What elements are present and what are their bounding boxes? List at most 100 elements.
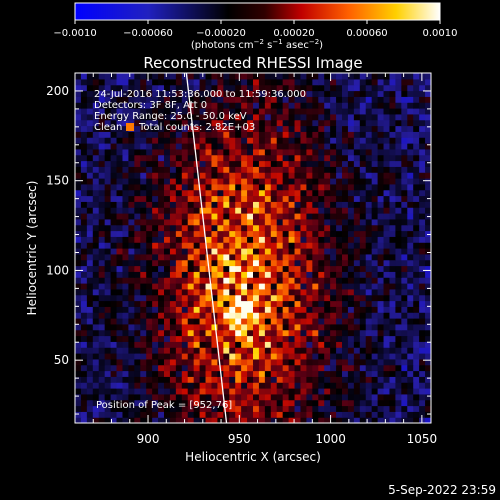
heatmap-cell (235, 230, 242, 237)
heatmap-cell (342, 166, 349, 173)
heatmap-cell (365, 271, 373, 278)
heatmap-cell (401, 113, 408, 121)
heatmap-cell (235, 189, 242, 197)
heatmap-cell (288, 195, 296, 202)
heatmap-cell (324, 119, 331, 127)
heatmap-cell (288, 405, 296, 412)
heatmap-cell (312, 288, 319, 296)
heatmap-cell (229, 306, 236, 313)
heatmap-cell (175, 353, 183, 360)
heatmap-cell (389, 271, 396, 278)
heatmap-cell (342, 376, 349, 383)
heatmap-cell (413, 271, 420, 278)
heatmap-cell (407, 417, 414, 423)
heatmap-cell (122, 143, 129, 150)
heatmap-cell (86, 108, 94, 115)
heatmap-cell (187, 288, 195, 296)
heatmap-cell (401, 143, 408, 150)
heatmap-cell (258, 318, 266, 325)
heatmap-cell (395, 218, 402, 226)
heatmap-cell (80, 213, 88, 220)
heatmap-cell (324, 90, 331, 97)
heatmap-cell (217, 288, 224, 296)
heatmap-cell (205, 411, 213, 418)
heatmap-cell (241, 370, 248, 377)
heatmap-cell (306, 143, 313, 150)
heatmap-cell (359, 376, 367, 383)
heatmap-cell (300, 283, 307, 290)
heatmap-cell (193, 323, 201, 331)
heatmap-cell (217, 160, 224, 167)
heatmap-cell (110, 102, 118, 109)
heatmap-cell (80, 253, 88, 261)
heatmap-cell (86, 230, 94, 237)
heatmap-cell (359, 277, 367, 284)
heatmap-cell (146, 411, 153, 418)
heatmap-cell (425, 236, 431, 243)
heatmap-cell (128, 271, 135, 278)
heatmap-cell (152, 78, 159, 86)
heatmap-cell (288, 172, 296, 179)
heatmap-cell (365, 201, 373, 208)
heatmap-cell (205, 236, 213, 243)
heatmap-cell (229, 201, 236, 208)
heatmap-cell (193, 405, 201, 412)
heatmap-cell (247, 213, 254, 220)
heatmap-cell (92, 108, 100, 115)
heatmap-cell (175, 364, 183, 372)
heatmap-cell (75, 230, 82, 237)
heatmap-cell (128, 73, 135, 80)
heatmap-cell (383, 376, 391, 383)
heatmap-cell (217, 236, 224, 243)
heatmap-cell (98, 271, 106, 278)
heatmap-cell (92, 283, 100, 290)
heatmap-cell (217, 148, 224, 156)
heatmap-cell (241, 230, 248, 237)
heatmap-cell (98, 353, 106, 360)
heatmap-cell (140, 166, 147, 173)
heatmap-cell (92, 178, 100, 185)
heatmap-cell (264, 300, 272, 307)
heatmap-cell (164, 148, 171, 156)
heatmap-cell (401, 78, 408, 86)
heatmap-cell (187, 90, 195, 97)
heatmap-cell (258, 78, 266, 86)
heatmap-cell (377, 388, 385, 395)
heatmap-cell (365, 376, 373, 383)
heatmap-cell (253, 370, 260, 377)
heatmap-cell (116, 102, 124, 109)
heatmap-cell (425, 376, 431, 383)
heatmap-cell (395, 143, 402, 150)
heatmap-cell (253, 154, 260, 162)
heatmap-cell (413, 388, 420, 395)
heatmap-cell (152, 341, 159, 348)
heatmap-cell (336, 323, 343, 331)
heatmap-cell (75, 283, 82, 290)
heatmap-cell (359, 323, 367, 331)
heatmap-cell (371, 143, 379, 150)
heatmap-cell (187, 382, 195, 389)
heatmap-cell (389, 84, 396, 92)
heatmap-cell (110, 283, 118, 290)
heatmap-cell (75, 125, 82, 132)
heatmap-cell (389, 154, 396, 162)
heatmap-cell (288, 248, 296, 255)
heatmap-cell (413, 113, 420, 121)
heatmap-cell (336, 341, 343, 348)
heatmap-cell (217, 113, 224, 121)
heatmap-cell (247, 73, 254, 80)
heatmap-cell (306, 300, 313, 307)
heatmap-cell (330, 84, 337, 92)
heatmap-cell (270, 84, 278, 92)
heatmap-cell (235, 405, 242, 412)
heatmap-cell (92, 148, 100, 156)
heatmap-cell (152, 131, 159, 138)
heatmap-cell (276, 370, 284, 377)
heatmap-cell (383, 318, 391, 325)
heatmap-cell (306, 78, 313, 86)
heatmap-cell (98, 125, 106, 132)
heatmap-cell (300, 154, 307, 162)
heatmap-cell (330, 300, 337, 307)
heatmap-cell (164, 125, 171, 132)
heatmap-cell (276, 160, 284, 167)
